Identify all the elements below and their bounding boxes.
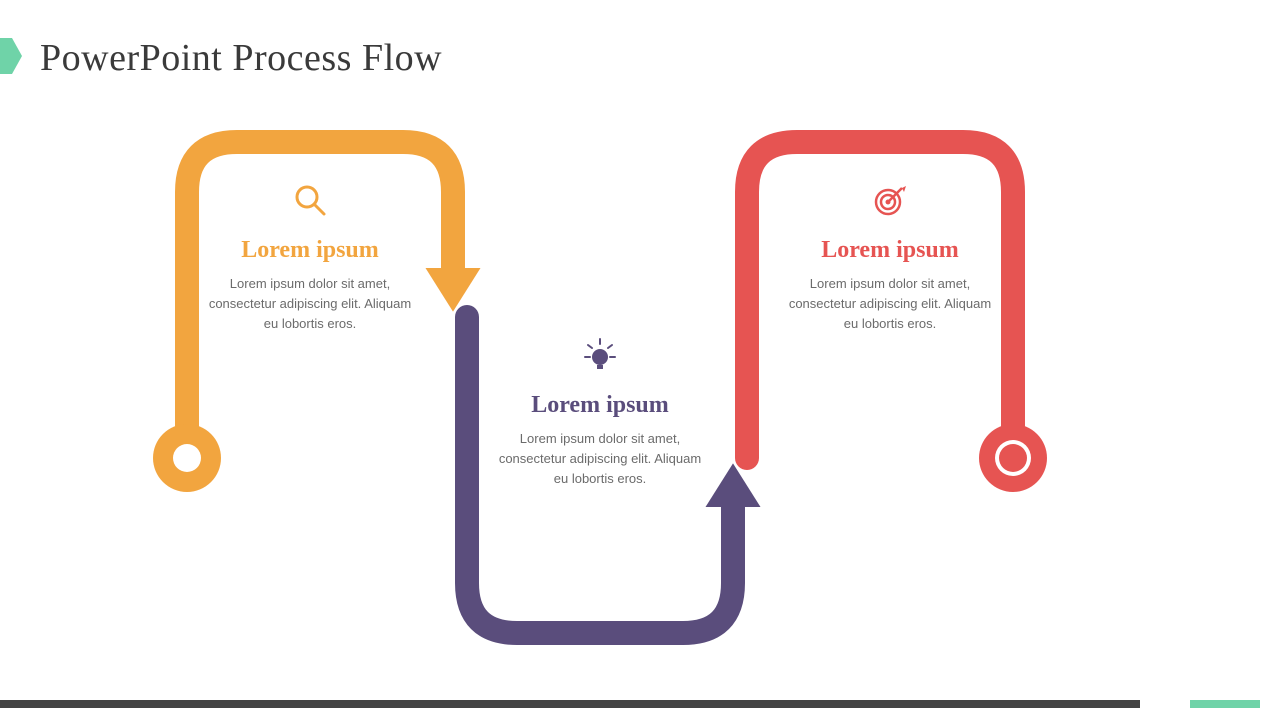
title-badge — [0, 38, 22, 74]
slide: PowerPoint Process Flow — [0, 0, 1280, 720]
footer-bar — [0, 700, 1140, 708]
card-3-body: Lorem ipsum dolor sit amet, consectetur … — [775, 274, 1005, 334]
flow-stage: Lorem ipsum Lorem ipsum dolor sit amet, … — [0, 100, 1280, 660]
card-1-body: Lorem ipsum dolor sit amet, consectetur … — [195, 274, 425, 334]
card-3-title: Lorem ipsum — [775, 237, 1005, 264]
footer-accent — [1190, 700, 1260, 708]
card-1-title: Lorem ipsum — [195, 237, 425, 264]
flow-card-2: Lorem ipsum Lorem ipsum dolor sit amet, … — [485, 335, 715, 489]
card-2-body: Lorem ipsum dolor sit amet, consectetur … — [485, 429, 715, 489]
flow-card-3: Lorem ipsum Lorem ipsum dolor sit amet, … — [775, 180, 1005, 334]
flow-card-1: Lorem ipsum Lorem ipsum dolor sit amet, … — [195, 180, 425, 334]
card-2-title: Lorem ipsum — [485, 392, 715, 419]
page-title: PowerPoint Process Flow — [40, 36, 442, 80]
target-icon — [870, 180, 910, 225]
search-icon — [290, 180, 330, 225]
bulb-icon — [580, 335, 620, 380]
